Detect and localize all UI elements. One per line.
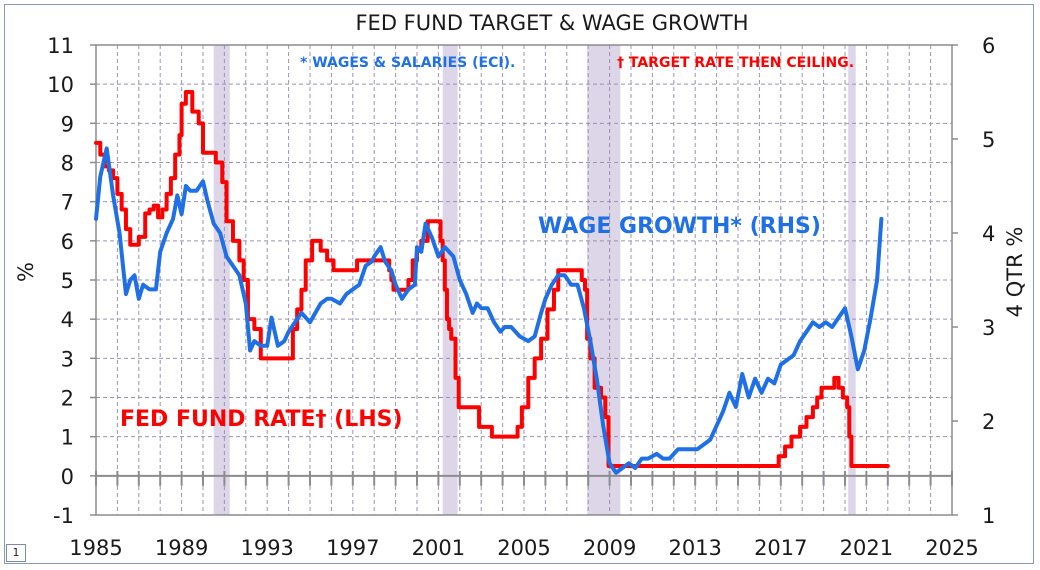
chart-title: FED FUND TARGET & WAGE GROWTH (355, 11, 748, 35)
right-tick-label: 1 (982, 504, 995, 528)
wage-growth-label: WAGE GROWTH* (RHS) (538, 214, 821, 239)
left-tick-label: 11 (47, 34, 74, 58)
left-tick-label: 6 (61, 230, 74, 254)
x-tick-label: 2017 (754, 536, 807, 560)
x-tick-label: 2021 (840, 536, 893, 560)
right-tick-label: 6 (982, 34, 995, 58)
right-axis-label: 4 QTR % (1003, 227, 1027, 318)
page-number-badge: 1 (6, 544, 26, 562)
left-tick-label: 0 (61, 465, 74, 489)
x-tick-label: 2013 (668, 536, 721, 560)
x-tick-label: 1989 (155, 536, 208, 560)
left-tick-label: 9 (61, 112, 74, 136)
x-tick-label: 1997 (326, 536, 379, 560)
x-tick-label: 2025 (925, 536, 978, 560)
x-tick-label: 2009 (583, 536, 636, 560)
left-tick-label: 1 (61, 426, 74, 450)
x-tick-label: 2001 (412, 536, 465, 560)
recession-band (848, 45, 856, 515)
x-tick-label: 1985 (69, 536, 122, 560)
x-tick-label: 1993 (240, 536, 293, 560)
wage-growth-line (94, 146, 884, 475)
left-tick-label: 5 (61, 269, 74, 293)
left-tick-label: 2 (61, 387, 74, 411)
left-tick-label: 8 (61, 152, 74, 176)
left-tick-label: 3 (61, 347, 74, 371)
right-tick-label: 5 (982, 128, 995, 152)
series-lines (94, 90, 890, 475)
gridlines (96, 44, 952, 516)
left-tick-label: 7 (61, 191, 74, 215)
left-tick-label: 10 (47, 73, 74, 97)
chart-frame (4, 4, 1034, 564)
right-tick-label: 4 (982, 222, 995, 246)
fed-fund-label: FED FUND RATE† (LHS) (120, 407, 403, 432)
wages-footnote: * WAGES & SALARIES (ECI). (300, 55, 515, 71)
left-tick-label: -1 (53, 504, 74, 528)
left-axis-label: % (14, 262, 38, 282)
right-tick-label: 2 (982, 410, 995, 434)
right-tick-label: 3 (982, 316, 995, 340)
x-tick-label: 2005 (497, 536, 550, 560)
target-footnote: † TARGET RATE THEN CEILING. (617, 55, 854, 71)
left-tick-label: 4 (61, 308, 74, 332)
